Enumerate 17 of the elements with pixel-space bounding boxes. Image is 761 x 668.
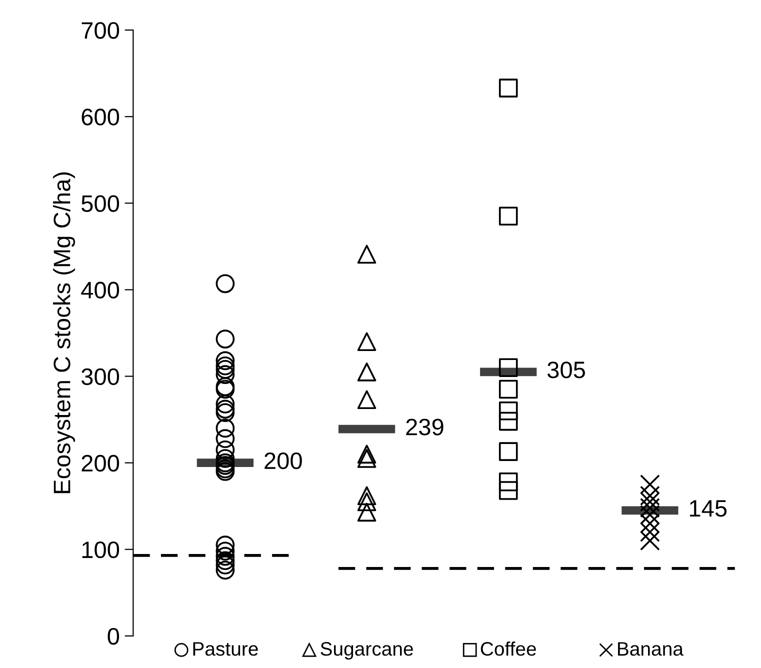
ref-line-label: 145	[690, 500, 727, 517]
y-tick-label: 400	[81, 282, 120, 299]
x-tick-label: Pasture	[193, 642, 258, 656]
y-tick-label: 0	[108, 628, 120, 645]
y-tick-label: 200	[82, 454, 120, 472]
y-tick-label: 600	[82, 108, 120, 126]
y-tick-label: 500	[82, 195, 120, 212]
x-tick-label: Coffee	[480, 642, 536, 656]
ref-line-label: 305	[547, 362, 585, 378]
ref-line-label: 200	[264, 452, 302, 470]
y-axis-title: Ecosystem C stocks (Mg C/ha)	[53, 172, 76, 494]
x-tick-label: Banana	[618, 642, 684, 656]
x-tick-label: Sugarcane	[320, 642, 413, 660]
y-tick-label: 100	[82, 541, 120, 558]
ref-line-label: 239	[406, 418, 444, 436]
y-tick-label: 700	[82, 22, 120, 39]
y-tick-label: 300	[81, 368, 120, 386]
